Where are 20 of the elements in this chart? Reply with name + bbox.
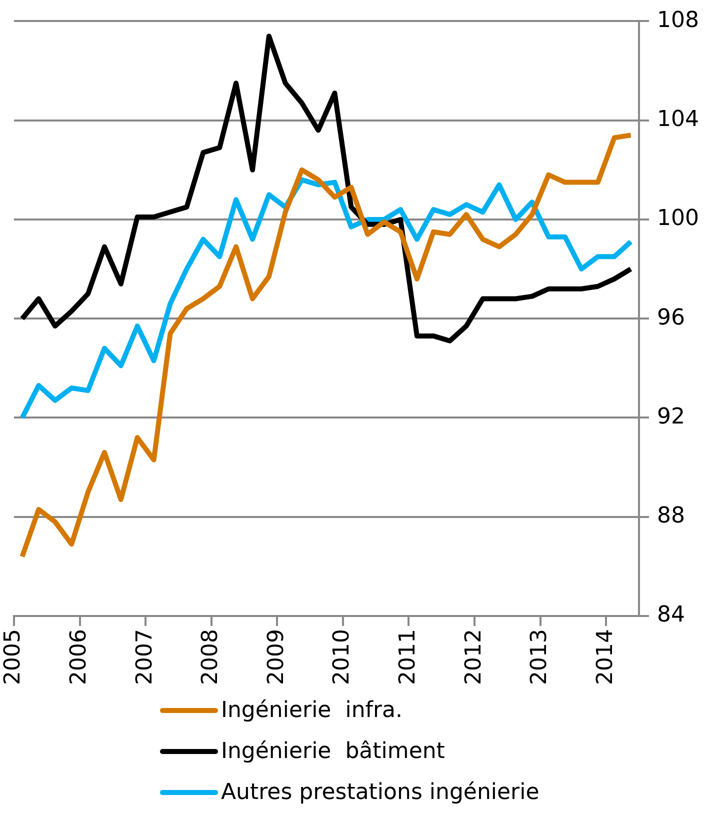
legend-label: Ingénierie bâtiment <box>221 739 445 764</box>
y-tick-label: 84 <box>657 602 686 628</box>
legend-label: Ingénierie infra. <box>221 698 403 723</box>
y-tick-label: 108 <box>657 8 700 33</box>
x-tick-label: 2011 <box>395 629 420 686</box>
y-tick-label: 100 <box>657 206 700 232</box>
x-tick-label: 2010 <box>330 629 355 686</box>
x-tick-label: 2005 <box>0 629 26 686</box>
y-tick-label: 92 <box>657 404 686 430</box>
y-tick-label: 96 <box>657 305 686 330</box>
x-tick-label: 2008 <box>198 629 224 686</box>
y-tick-label: 104 <box>657 107 700 132</box>
x-tick-label: 2009 <box>264 629 289 686</box>
legend-label: Autres prestations ingénierie <box>221 780 540 805</box>
x-tick-label: 2013 <box>527 629 552 686</box>
x-tick-label: 2014 <box>592 629 618 686</box>
x-tick-label: 2007 <box>132 629 158 686</box>
x-tick-label: 2012 <box>461 629 486 686</box>
x-tick-label: 2006 <box>66 629 92 686</box>
y-tick-label: 88 <box>657 504 686 529</box>
